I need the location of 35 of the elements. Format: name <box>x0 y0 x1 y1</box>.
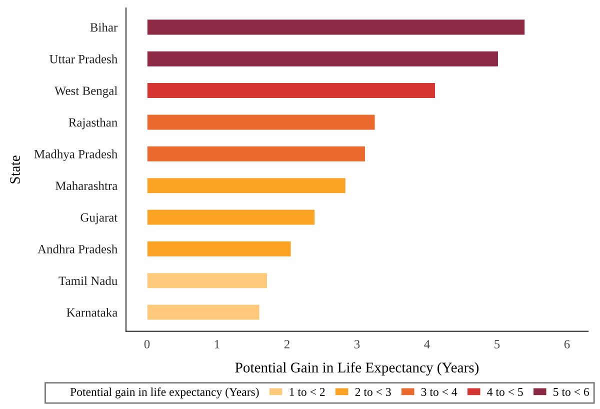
y-tick-label: West Bengal <box>54 86 118 98</box>
y-tick-label: Andhra Pradesh <box>38 244 118 254</box>
x-tick-label: 5 <box>494 340 500 348</box>
x-tick-label: 2 <box>284 340 290 348</box>
bar <box>146 50 499 68</box>
y-axis-title: State <box>10 156 20 184</box>
x-tick-label: 1 <box>214 340 220 348</box>
y-tick-label: Maharashtra <box>56 181 118 190</box>
legend-label: 1 to < 2 <box>290 388 325 396</box>
y-tick-label: Rajasthan <box>68 118 118 130</box>
x-tick-label: 3 <box>354 340 360 348</box>
y-tick-label: Uttar Pradesh <box>50 54 118 64</box>
x-tick-label: 6 <box>564 340 570 348</box>
legend-label: 3 to < 4 <box>421 388 458 396</box>
bar <box>146 304 260 321</box>
bar <box>146 114 376 131</box>
legend-label: 4 to < 5 <box>487 388 523 396</box>
y-tick-label: Gujarat <box>80 213 118 224</box>
y-tick-label: Karnataka <box>66 308 118 317</box>
legend-label: 2 to < 3 <box>355 388 391 396</box>
x-tick-label: 4 <box>424 340 430 348</box>
bar <box>146 208 316 226</box>
x-axis-title: Potential Gain in Life Expectancy (Years) <box>235 362 479 376</box>
bar <box>146 272 268 289</box>
y-tick-label: Madhya Pradesh <box>34 150 118 161</box>
bar <box>146 82 436 99</box>
bar <box>146 18 526 36</box>
x-tick-label: 0 <box>144 340 150 348</box>
legend-label: 5 to < 6 <box>554 388 590 396</box>
bar <box>146 177 346 194</box>
y-tick-label: Tamil Nadu <box>58 276 118 286</box>
bar <box>146 146 366 162</box>
bar <box>146 240 292 258</box>
y-tick-label: Bihar <box>90 22 118 32</box>
legend-title: Potential gain in life expectancy (Years) <box>70 388 259 398</box>
